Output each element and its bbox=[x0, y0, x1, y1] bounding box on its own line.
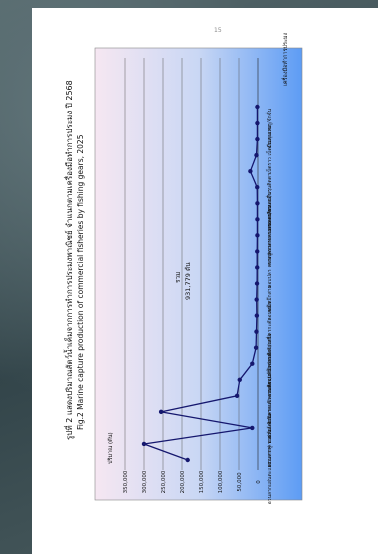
data-point bbox=[255, 249, 260, 254]
category-label: อวนครอบหมึก bbox=[266, 366, 273, 397]
data-point bbox=[255, 136, 260, 142]
category-label: คราดหอยอื่นๆ bbox=[266, 189, 273, 220]
category-label: อวนลากแผ่นตะแผง bbox=[267, 461, 273, 504]
page-number: 15 bbox=[214, 27, 222, 34]
data-point bbox=[250, 425, 255, 431]
data-point bbox=[248, 168, 253, 174]
y-tick-label: 250,000 bbox=[161, 470, 167, 493]
category-label: อวนล้อมจับ bbox=[266, 414, 273, 439]
y-axis-label: ปริมาณ (ตัน) bbox=[107, 432, 114, 464]
data-point bbox=[255, 201, 260, 206]
category-label: คราดหอยลาย bbox=[267, 237, 273, 267]
category-label: อวนช้อน/ยกปลากะตัก bbox=[266, 318, 273, 366]
category-label: เบ็ดราว bbox=[265, 157, 273, 174]
category-label: อวนรุนเคย bbox=[267, 125, 273, 148]
category-label: อวนล้อมจับปลากะตัก bbox=[266, 398, 273, 444]
x-axis-label: เครื่องมือทำการประมง bbox=[281, 32, 289, 86]
data-point bbox=[254, 329, 259, 334]
total-label: รวม bbox=[174, 272, 182, 283]
y-tick-label: 200,000 bbox=[180, 470, 186, 493]
category-label: ลอบหมึก bbox=[266, 302, 273, 321]
category-label: อวนลอย/อวนจม/อวนติดตา bbox=[266, 173, 273, 232]
plot-frame bbox=[94, 47, 303, 501]
category-label: อวนล้อมปลากะตักเหยื่อ bbox=[266, 334, 273, 385]
data-point bbox=[185, 457, 190, 463]
data-point bbox=[254, 281, 260, 286]
y-tick-label: 300,000 bbox=[142, 470, 148, 493]
category-label: อวนครอบปลากะตัก bbox=[267, 382, 273, 424]
data-point bbox=[254, 152, 259, 158]
y-tick-label: 0 bbox=[256, 480, 262, 484]
category-label: อวนช้อน/ยกปลากะตัก bbox=[266, 350, 273, 398]
y-tick-label: 50,000 bbox=[237, 472, 243, 492]
data-point bbox=[255, 265, 260, 270]
category-label: ลอบปู bbox=[267, 253, 273, 265]
plot-background bbox=[95, 48, 302, 500]
total-value: 931,779 ตัน bbox=[184, 262, 192, 300]
data-point bbox=[255, 120, 260, 126]
category-label: อวนลากคานถ่าง bbox=[267, 429, 273, 466]
data-point bbox=[234, 393, 240, 399]
category-label: และอวนรู/จักจั่น bbox=[266, 108, 273, 143]
data-point bbox=[253, 345, 259, 350]
data-point bbox=[254, 297, 259, 302]
data-point bbox=[254, 313, 260, 318]
y-tick-label: 350,000 bbox=[123, 470, 129, 493]
data-point bbox=[255, 185, 260, 190]
data-point bbox=[141, 441, 147, 447]
category-label: อวนลากคู่ bbox=[267, 446, 273, 467]
category-label: เบ็ดมือ bbox=[265, 141, 273, 155]
category-label: ลอบปลา bbox=[267, 269, 273, 287]
category-label: ลอบหมึกสาย bbox=[266, 285, 273, 313]
data-point bbox=[237, 377, 242, 382]
category-label: คราดหอยแครง bbox=[267, 221, 273, 255]
data-point bbox=[250, 361, 255, 366]
y-tick-label: 150,000 bbox=[199, 470, 205, 493]
category-label: คราดหอยเสียบ bbox=[266, 205, 273, 237]
data-point bbox=[255, 104, 260, 110]
data-point bbox=[255, 217, 260, 222]
data-point bbox=[158, 409, 164, 415]
data-point bbox=[255, 233, 260, 238]
y-tick-label: 100,000 bbox=[218, 470, 224, 493]
